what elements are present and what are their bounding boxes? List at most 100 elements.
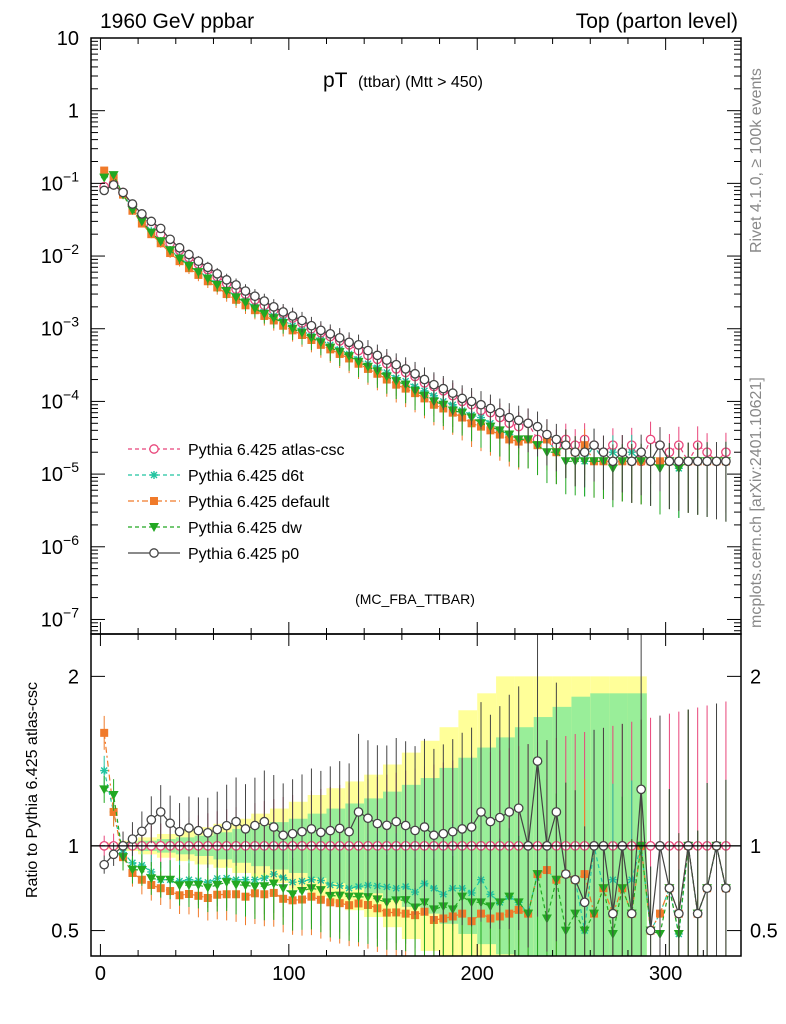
- ratio-point-pythia-6-425-dw-9: [183, 881, 194, 891]
- point-pythia-6-425-p0-20: [287, 311, 298, 321]
- ratio-point-pythia-6-425-p0-58: [645, 925, 656, 936]
- ratio-point-pythia-6-425-dw-17: [259, 882, 270, 892]
- point-pythia-6-425-p0-54: [608, 456, 618, 467]
- point-pythia-6-425-default-0: [100, 166, 109, 175]
- point-pythia-6-425-p0-66: [721, 456, 731, 467]
- ratio-point-pythia-6-425-d6t-0: [100, 766, 109, 775]
- series-line-pythia-6-425-default: [103, 170, 726, 462]
- ratio-point-pythia-6-425-p0-18: [268, 822, 279, 832]
- point-pythia-6-425-p0-25: [334, 332, 345, 343]
- point-pythia-6-425-p0-16: [250, 291, 260, 302]
- point-pythia-6-425-p0-53: [598, 447, 609, 458]
- x-tick-label-1: 100: [272, 963, 305, 985]
- ratio-point-pythia-6-425-p0-23: [316, 827, 326, 838]
- point-pythia-6-425-dw-25: [334, 347, 345, 357]
- point-pythia-6-425-dw-4: [136, 217, 147, 227]
- ratio-point-pythia-6-425-p0-24: [325, 825, 336, 836]
- y-tick-exp-2: −1: [63, 168, 79, 184]
- band-green-23: [533, 717, 553, 956]
- ratio-point-pythia-6-425-p0-28: [363, 813, 373, 824]
- y-tick-exp-6: −5: [63, 459, 79, 475]
- ratio-tick-label-right-1: 1: [750, 836, 761, 858]
- legend-label-pythia-6-425-atlas-csc: Pythia 6.425 atlas-csc: [188, 442, 345, 459]
- ratio-point-pythia-6-425-dw-16: [249, 882, 260, 892]
- y-tick-label-6: 10−5: [41, 459, 79, 486]
- point-pythia-6-425-dw-17: [259, 309, 270, 319]
- band-green-24: [552, 706, 572, 956]
- y-tick-exp-3: −2: [63, 241, 79, 257]
- ratio-point-pythia-6-425-p0-32: [400, 820, 411, 831]
- ratio-point-pythia-6-425-p0-4: [137, 826, 147, 837]
- point-pythia-6-425-dw-22: [306, 333, 317, 343]
- ratio-point-pythia-6-425-p0-41: [485, 816, 496, 827]
- ratio-point-pythia-6-425-p0-6: [155, 807, 166, 817]
- point-pythia-6-425-dw-21: [297, 328, 308, 338]
- legend-label-pythia-6-425-default: Pythia 6.425 default: [188, 494, 330, 511]
- y-tick-base-4: 10: [41, 319, 63, 341]
- ratio-point-pythia-6-425-p0-11: [202, 827, 213, 838]
- main-plot-series: [99, 166, 731, 522]
- plot-title-main: pT: [323, 69, 348, 92]
- x-tick-label-2: 200: [461, 963, 494, 985]
- legend-label-pythia-6-425-dw: Pythia 6.425 dw: [188, 520, 302, 537]
- ratio-point-pythia-6-425-p0-46: [532, 756, 543, 766]
- legend-marker-pythia-6-425-d6t: [150, 471, 158, 479]
- ratio-point-pythia-6-425-p0-39: [466, 822, 477, 832]
- y-tick-label-0: 10: [57, 28, 79, 50]
- y-tick-base-3: 10: [41, 246, 63, 268]
- ratio-point-pythia-6-425-p0-21: [297, 826, 307, 837]
- ratio-point-pythia-6-425-p0-44: [513, 803, 524, 814]
- ratio-point-pythia-6-425-p0-14: [231, 816, 241, 827]
- point-pythia-6-425-dw-7: [165, 246, 176, 256]
- point-pythia-6-425-dw-15: [240, 298, 251, 308]
- y-tick-base-5: 10: [41, 391, 63, 413]
- y-tick-label-8: 10−7: [41, 604, 79, 631]
- y-tick-base-6: 10: [41, 464, 63, 486]
- point-pythia-6-425-p0-47: [542, 429, 552, 440]
- legend-label-pythia-6-425-d6t: Pythia 6.425 d6t: [188, 468, 304, 485]
- ratio-point-pythia-6-425-dw-19: [278, 884, 289, 894]
- y-tick-label-2: 10−1: [41, 168, 79, 195]
- point-pythia-6-425-p0-58: [645, 456, 656, 467]
- y-tick-label-1: 1: [68, 101, 79, 123]
- ratio-point-pythia-6-425-dw-28: [362, 893, 373, 903]
- point-pythia-6-425-p0-26: [344, 337, 354, 348]
- point-pythia-6-425-dw-0: [99, 173, 110, 183]
- point-pythia-6-425-dw-13: [221, 287, 232, 297]
- point-pythia-6-425-p0-5: [146, 216, 157, 227]
- point-pythia-6-425-p0-56: [626, 456, 637, 467]
- point-pythia-6-425-dw-10: [193, 268, 204, 278]
- header-right-label: Top (parton level): [576, 10, 738, 33]
- ratio-point-pythia-6-425-dw-5: [146, 874, 157, 884]
- point-pythia-6-425-p0-46: [532, 421, 543, 432]
- y-tick-label-3: 10−2: [41, 241, 79, 268]
- y-tick-label-4: 10−3: [41, 314, 79, 341]
- point-pythia-6-425-dw-16: [249, 304, 260, 314]
- band-green-28: [627, 693, 647, 956]
- legend: Pythia 6.425 atlas-csc Pythia 6.425 d6t Py…: [128, 442, 345, 563]
- ratio-point-pythia-6-425-p0-13: [221, 820, 232, 831]
- point-pythia-6-425-p0-1: [108, 180, 119, 190]
- ratio-point-pythia-6-425-dw-7: [165, 875, 176, 885]
- legend-marker-pythia-6-425-p0: [149, 548, 159, 558]
- ratio-point-pythia-6-425-p0-19: [278, 830, 289, 841]
- ratio-point-pythia-6-425-dw-3: [127, 865, 138, 875]
- ratio-point-pythia-6-425-p0-17: [259, 816, 270, 827]
- point-pythia-6-425-p0-4: [137, 209, 147, 219]
- ratio-point-pythia-6-425-p0-7: [165, 818, 175, 829]
- ratio-point-pythia-6-425-dw-24: [325, 891, 336, 901]
- legend-marker-pythia-6-425-dw: [149, 523, 159, 532]
- point-pythia-6-425-p0-32: [400, 364, 411, 374]
- point-pythia-6-425-p0-29: [372, 350, 383, 361]
- point-pythia-6-425-p0-48: [551, 434, 562, 445]
- ratio-point-pythia-6-425-p0-34: [419, 822, 430, 832]
- ratio-point-pythia-6-425-p0-48: [551, 807, 562, 817]
- ratio-point-pythia-6-425-dw-14: [231, 880, 242, 890]
- ratio-point-pythia-6-425-dw-11: [202, 883, 213, 893]
- header-left-label: 1960 GeV ppbar: [100, 10, 254, 33]
- ratio-point-pythia-6-425-p0-16: [250, 820, 260, 831]
- point-pythia-6-425-dw-20: [287, 324, 298, 334]
- series-line-pythia-6-425-dw: [104, 174, 726, 470]
- point-pythia-6-425-p0-14: [231, 280, 241, 290]
- ratio-ylabel: Ratio to Pythia 6.425 atlas-csc: [24, 682, 41, 898]
